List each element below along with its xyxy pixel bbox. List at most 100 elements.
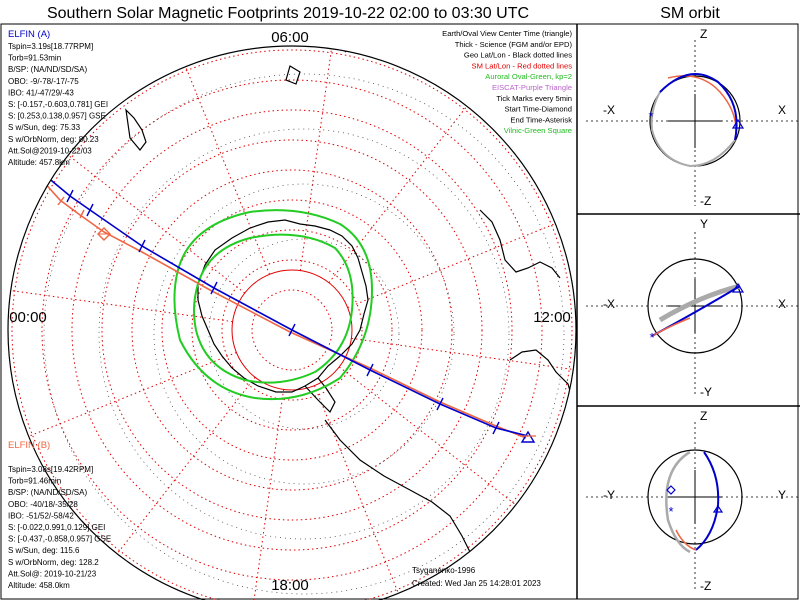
created-timestamp: Created: Wed Jan 25 14:28:01 2023 bbox=[412, 579, 541, 588]
elfin-b-name: ELFIN (B) bbox=[8, 440, 50, 451]
sm-lat-circle bbox=[41, 79, 543, 581]
sm-lon-line bbox=[113, 376, 256, 559]
tasmania-coast bbox=[285, 65, 301, 85]
elfin_b-info-line: Torb=91.46min bbox=[8, 477, 61, 486]
mlt-label-bottom: 18:00 bbox=[271, 577, 309, 594]
auroral-oval bbox=[173, 209, 374, 401]
legend: Earth/Oval View Center Time (triangle) Th… bbox=[442, 29, 572, 135]
elfin-b-footprint bbox=[41, 179, 527, 439]
elfin_a-info-line: OBO: -9/-78/-17/-75 bbox=[8, 77, 79, 86]
elfin_a-info-line: S w/Sun, deg: 75.33 bbox=[8, 123, 81, 132]
orbit-title: SM orbit bbox=[660, 5, 720, 22]
figure-title: Southern Solar Magnetic Footprints 2019-… bbox=[47, 5, 529, 22]
sm-pole-circle bbox=[231, 269, 353, 391]
elfin_b-info-line: Altitude: 458.0km bbox=[8, 581, 70, 590]
elfin_a-info-line: IBO: 41/-47/29/-43 bbox=[8, 88, 74, 97]
new-zealand-coast bbox=[125, 108, 147, 151]
elfin-a-tick bbox=[288, 323, 296, 337]
sm-lat-circle bbox=[131, 169, 453, 491]
orbit1-top-label: Z bbox=[700, 27, 707, 41]
sm-lat-circle bbox=[101, 139, 483, 521]
elfin_b-info-line: S w/OrbNorm, deg: 128.2 bbox=[8, 558, 99, 567]
geo-lat-circle bbox=[43, 73, 565, 595]
elfin_b-info-line: B/SP: (NA/ND/SD/SA) bbox=[8, 488, 87, 497]
sm-lat-circle bbox=[161, 199, 423, 461]
elfin_a-info-line: S w/OrbNorm, deg: 80.23 bbox=[8, 135, 99, 144]
elfin-b-info: ELFIN (B) Tspin=3.08s[19.42RPM] Torb=91.4… bbox=[8, 440, 111, 590]
legend-entry: Earth/Oval View Center Time (triangle) bbox=[442, 29, 572, 38]
orbit3-top-label: Z bbox=[700, 409, 707, 423]
elfin_a-info-line: S: [-0.157,-0.603,0.781] GEI bbox=[8, 100, 108, 109]
elfin_b-info-line: IBO: -51/52/-58/42 bbox=[8, 511, 74, 520]
aurora-inner-ring bbox=[193, 233, 354, 384]
elfin_b-info-line: S: [-0.022,0.991,0.129] GEI bbox=[8, 523, 105, 532]
orbit2-left-label: -X bbox=[603, 297, 615, 311]
elfin-a-tick bbox=[138, 239, 146, 253]
elfin-a-tick bbox=[366, 363, 374, 377]
elfin-a-footprint bbox=[45, 175, 529, 437]
sm-lon-line bbox=[314, 385, 402, 600]
legend-entry: Auroral Oval-Green, kp=2 bbox=[485, 72, 572, 81]
sm-lon-line bbox=[328, 101, 471, 284]
legend-entry: Start Time-Diamond bbox=[504, 105, 572, 114]
sm-lat-circle bbox=[221, 259, 363, 401]
elfin_b-info-line: Att.Sol@: 2019-10-21/23 bbox=[8, 569, 97, 578]
elfin-a-tick bbox=[436, 397, 444, 411]
sm-longitude-lines bbox=[8, 46, 576, 600]
south-america-coast bbox=[324, 419, 479, 561]
elfin-a-tick bbox=[210, 281, 218, 295]
sm-latitude-circles bbox=[11, 49, 573, 600]
orbit3-bottom-label: -Z bbox=[700, 579, 711, 593]
antarctica-coast bbox=[197, 219, 369, 393]
indian-coast bbox=[479, 209, 561, 279]
svg-text:*: * bbox=[648, 109, 653, 124]
orbit1-bottom-label: -Z bbox=[700, 194, 711, 208]
elfin_b-info-line: S: [-0.437,-0.858,0.957] GSE bbox=[8, 535, 111, 544]
orbit2-top-label: Y bbox=[700, 217, 708, 231]
geo-lat-circle bbox=[153, 183, 455, 485]
orbit1-left-label: -X bbox=[603, 103, 615, 117]
orbit3-right-label: Y bbox=[778, 488, 786, 502]
elfin-a-tick-marks bbox=[66, 189, 500, 435]
elfin-a-tick bbox=[492, 421, 500, 435]
model-credit: Tsyganenko-1996 bbox=[412, 566, 476, 575]
elfin_a-info-line: Tspin=3.19s[18.77RPM] bbox=[8, 42, 93, 51]
aurora-outer-ring bbox=[173, 209, 374, 401]
orbit-panel-yz: * Z -Z -Y Y bbox=[586, 409, 798, 593]
elfin_a-info-line: Att.Sol@2019-10-22/03 bbox=[8, 146, 92, 155]
legend-entry: Geo Lat/Lon - Black dotted lines bbox=[464, 51, 572, 60]
elfin_b-info-line: S w/Sun, deg: 115.6 bbox=[8, 546, 80, 555]
elfin-a-tick bbox=[86, 203, 94, 217]
legend-entry: Thick - Science (FGM and/or EPD) bbox=[455, 40, 573, 49]
coastlines bbox=[125, 46, 573, 561]
orbit2-right-label: X bbox=[778, 297, 786, 311]
sm-lon-line bbox=[347, 220, 562, 308]
sm-lat-circle bbox=[191, 229, 393, 431]
elfin_a-info-line: B/SP: (NA/ND/SD/SA) bbox=[8, 65, 87, 74]
sm-lon-line bbox=[22, 352, 237, 440]
elfin_a-info-line: Torb=91.53min bbox=[8, 54, 61, 63]
orbit3-left-label: -Y bbox=[603, 488, 615, 502]
sm-lat-circle bbox=[71, 109, 513, 551]
legend-entry: Tick Marks every 5min bbox=[496, 94, 572, 103]
elfin_b-info-line: Tspin=3.08s[19.42RPM] bbox=[8, 465, 93, 474]
figure-frame bbox=[0, 23, 799, 600]
elfin_a-info-line: S: [0.253,0.138,0.957] GSE bbox=[8, 112, 106, 121]
elfin-b-start-diamond bbox=[97, 227, 111, 241]
map-boundary bbox=[7, 45, 577, 600]
svg-text:*: * bbox=[668, 504, 673, 519]
legend-entry: EISCAT-Purple Triangle bbox=[492, 83, 572, 92]
legend-entry: Vilnic-Green Square bbox=[504, 126, 572, 135]
geo-lat-circle bbox=[98, 128, 510, 540]
elfin_a-info-line: Altitude: 457.8km bbox=[8, 158, 70, 167]
orbit1-right-label: X bbox=[778, 103, 786, 117]
sm-lon-line bbox=[251, 389, 285, 600]
sm-lat-circle bbox=[11, 49, 573, 600]
geo-lat-circle bbox=[208, 238, 400, 430]
view-center-triangle bbox=[520, 430, 536, 443]
orbit-panel-xz: * Z -Z -X X bbox=[586, 27, 798, 208]
orbit-panel-xy: * Y -Y -X X bbox=[586, 217, 798, 399]
legend-entry: End Time-Asterisk bbox=[510, 115, 572, 124]
svg-text:*: * bbox=[649, 330, 654, 345]
